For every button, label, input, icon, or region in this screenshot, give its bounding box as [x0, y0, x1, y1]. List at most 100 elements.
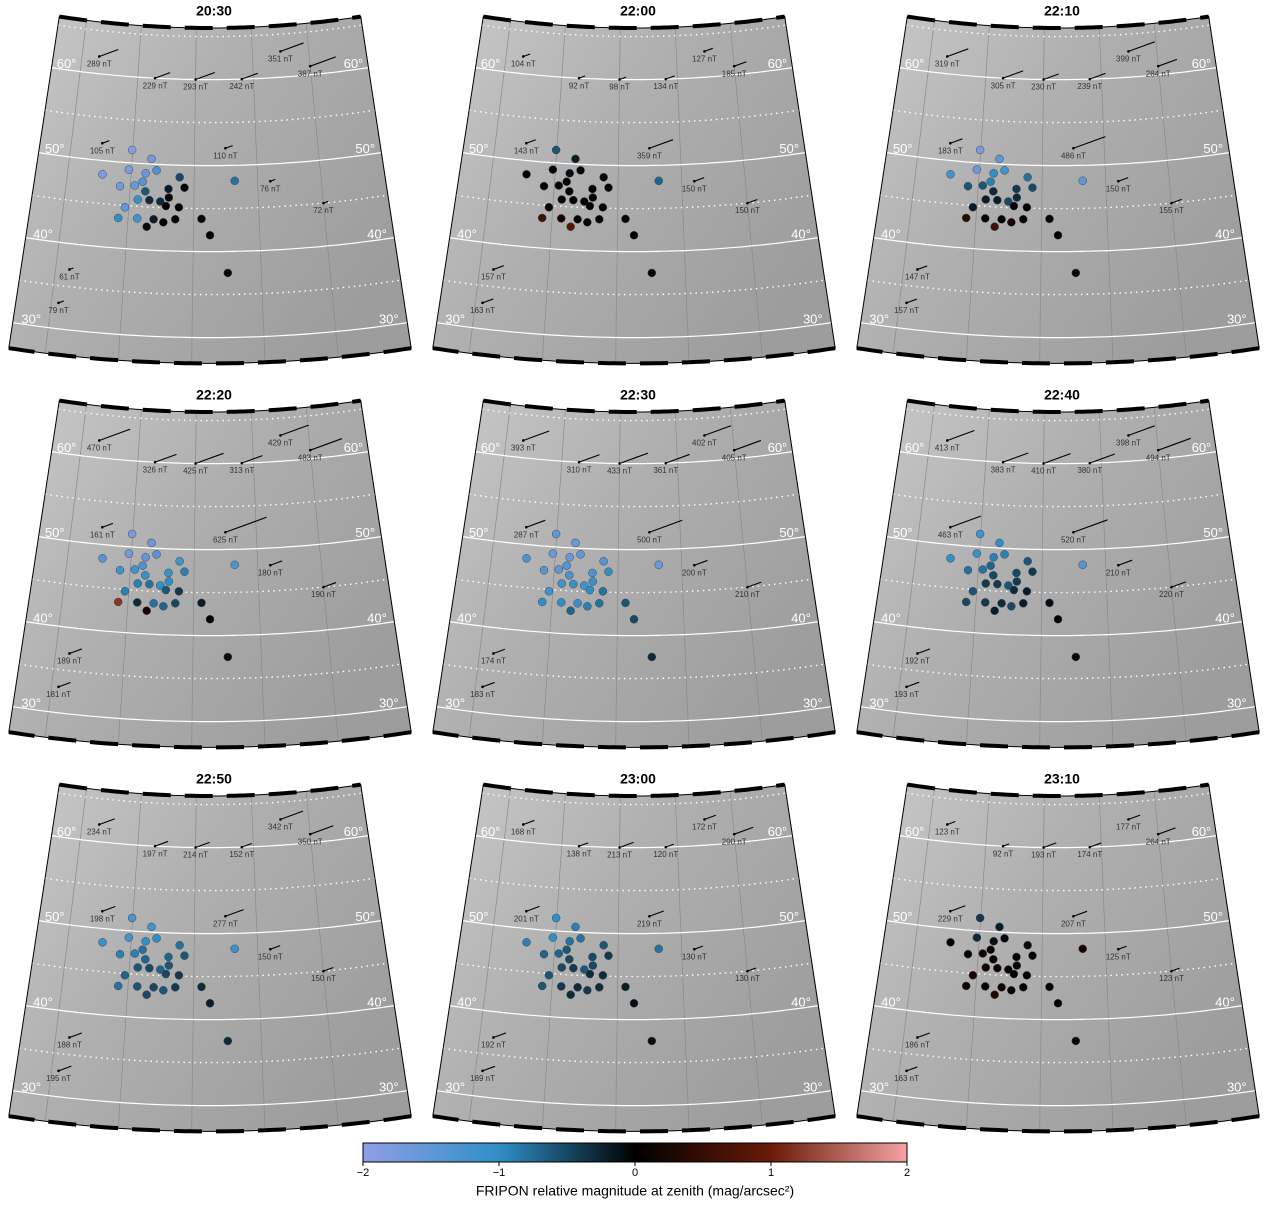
magnetometer: [154, 77, 157, 80]
map-panel: 20:3060°60°50°50°40°40°30°30°289 nT229 n…: [9, 3, 411, 364]
field-label: 383 nT: [991, 465, 1016, 474]
field-label: 61 nT: [59, 273, 80, 282]
field-label: 190 nT: [311, 590, 336, 599]
station: [558, 579, 566, 587]
latitude-label: 40°: [367, 994, 387, 1009]
station: [133, 982, 141, 990]
map-panel: 22:3060°60°50°50°40°40°30°30°393 nT310 n…: [433, 387, 835, 748]
map-panel: 22:5060°60°50°50°40°40°30°30°234 nT197 n…: [9, 771, 411, 1132]
panel-title: 22:20: [196, 387, 232, 403]
field-label: 219 nT: [637, 919, 662, 928]
station: [176, 941, 184, 949]
station: [1013, 194, 1021, 202]
station: [981, 982, 989, 990]
field-label: 127 nT: [692, 54, 717, 63]
station: [224, 1037, 232, 1045]
latitude-label: 40°: [1215, 994, 1235, 1009]
station: [545, 203, 553, 211]
station: [969, 587, 977, 595]
latitude-label: 50°: [45, 909, 65, 924]
latitude-label: 30°: [803, 1080, 823, 1095]
latitude-label: 30°: [1227, 696, 1247, 711]
station: [998, 215, 1006, 223]
magnetometer: [68, 652, 71, 655]
station: [586, 202, 594, 210]
latitude-label: 40°: [457, 994, 477, 1009]
latitude-label: 30°: [1227, 1080, 1247, 1095]
magnetometer: [1117, 564, 1120, 567]
station: [962, 598, 970, 606]
magnetometer: [194, 78, 197, 81]
field-label: 350 nT: [298, 837, 323, 846]
latitude-label: 50°: [469, 141, 489, 156]
field-label: 277 nT: [213, 919, 238, 928]
station: [964, 566, 972, 574]
latitude-label: 30°: [869, 696, 889, 711]
magnetometer: [1089, 462, 1092, 465]
magnetometer: [57, 1070, 60, 1073]
field-label: 192 nT: [905, 657, 930, 666]
field-label: 150 nT: [258, 952, 283, 961]
station: [147, 539, 155, 547]
magnetometer: [1170, 202, 1173, 205]
station: [131, 566, 139, 574]
station: [128, 914, 136, 922]
station: [567, 607, 575, 615]
field-label: 105 nT: [90, 146, 115, 155]
latitude-label: 60°: [481, 824, 501, 839]
latitude-label: 60°: [1192, 440, 1212, 455]
station: [1023, 971, 1031, 979]
station: [176, 173, 184, 181]
latitude-label: 40°: [367, 226, 387, 241]
magnetometer: [1170, 586, 1173, 589]
station: [567, 223, 575, 231]
station: [962, 982, 970, 990]
magnetometer: [665, 462, 668, 465]
field-label: 425 nT: [183, 467, 208, 476]
magnetometer: [224, 915, 227, 918]
station: [1045, 599, 1053, 607]
panel-title: 22:40: [1044, 387, 1080, 403]
field-label: 210 nT: [735, 590, 760, 599]
station: [621, 215, 629, 223]
latitude-label: 50°: [779, 525, 799, 540]
station: [545, 971, 553, 979]
magnetometer: [68, 1036, 71, 1039]
magnetometer: [648, 915, 651, 918]
station: [143, 223, 151, 231]
station: [99, 170, 107, 178]
magnetometer: [309, 65, 312, 68]
station: [569, 196, 577, 204]
magnetometer: [481, 686, 484, 689]
latitude-label: 50°: [893, 141, 913, 156]
station: [175, 203, 183, 211]
station: [991, 607, 999, 615]
station: [164, 569, 172, 577]
magnetometer: [492, 652, 495, 655]
magnetometer: [905, 686, 908, 689]
field-label: 120 nT: [653, 850, 678, 859]
field-label: 387 nT: [298, 69, 323, 78]
station: [987, 178, 995, 186]
station: [630, 999, 638, 1007]
latitude-label: 40°: [881, 610, 901, 625]
station: [1045, 983, 1053, 991]
magnetometer: [1117, 948, 1120, 951]
station: [141, 955, 149, 963]
figure: 20:3060°60°50°50°40°40°30°30°289 nT229 n…: [0, 0, 1266, 1206]
station: [555, 182, 563, 190]
latitude-label: 40°: [33, 226, 53, 241]
magnetometer: [194, 462, 197, 465]
station: [600, 173, 608, 181]
station: [993, 964, 1001, 972]
station: [231, 945, 239, 953]
magnetometer: [693, 564, 696, 567]
latitude-label: 50°: [1203, 141, 1223, 156]
station: [175, 971, 183, 979]
latitude-label: 60°: [481, 440, 501, 455]
station: [586, 586, 594, 594]
magnetometer: [746, 970, 749, 973]
station: [1010, 970, 1018, 978]
station: [947, 938, 955, 946]
